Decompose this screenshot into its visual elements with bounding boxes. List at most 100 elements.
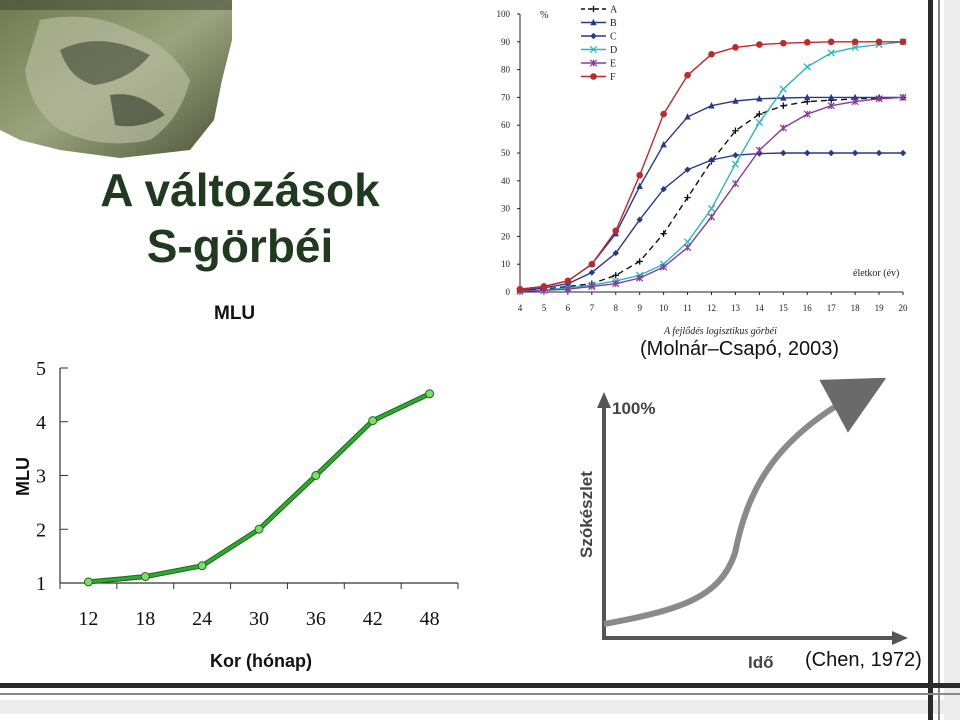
vocabulary-schematic-chart: 100% Szókészlet Idő [577, 378, 908, 672]
logistic-line-series-b [519, 96, 903, 290]
logistic-y-tick-label: 30 [501, 204, 511, 214]
frame-shade-bottom [0, 700, 960, 714]
mlu-x-axis-label: Kor (hónap) [210, 651, 312, 671]
mlu-series [83, 389, 435, 587]
citation-chen: (Chen, 1972) [805, 649, 922, 671]
logistic-point-series-f [875, 38, 883, 46]
mlu-y-tick-label: 2 [36, 519, 46, 541]
mlu-point [311, 471, 321, 480]
schematic-y-axis-label: Szókészlet [577, 471, 596, 558]
logistic-axes: 0 10 20 30 40 50 60 70 80 90 100 4 5 6 7 8 9 10 11 12 13 14 15… [497, 9, 909, 313]
logistic-point-series-f [516, 285, 524, 293]
legend-label-series-d: D [610, 45, 617, 56]
logistic-x-tick-label: 16 [803, 303, 813, 313]
logistic-point-series-e [803, 110, 811, 118]
logistic-point-series-d [779, 85, 787, 93]
logistic-y-tick-label: 40 [501, 176, 511, 186]
logistic-point-series-c [756, 150, 763, 157]
logistic-y-tick-label: 80 [501, 65, 511, 75]
logistic-y-tick-label: 90 [501, 37, 511, 47]
logistic-point-series-b [708, 102, 715, 109]
logistic-x-tick-label: 15 [779, 303, 789, 313]
logistic-caption: A fejlődés logisztikus görbéi [663, 326, 777, 337]
logistic-point-series-a [612, 272, 619, 279]
logistic-point-series-a [756, 110, 763, 118]
mlu-point [254, 524, 264, 534]
legend-marker-series-b [590, 18, 597, 26]
mlu-point [140, 572, 150, 582]
legend-label-series-a: A [610, 5, 618, 16]
logistic-point-series-f [612, 227, 620, 235]
logistic-point-series-b [756, 95, 763, 102]
legend-label-series-f: F [610, 72, 616, 83]
logistic-y-tick-label: 60 [501, 120, 511, 130]
mlu-y-axis-label: MLU [13, 457, 33, 496]
logistic-point-series-f [540, 283, 548, 290]
logistic-x-tick-label: 12 [707, 303, 716, 313]
logistic-y-tick-label: 70 [501, 92, 511, 102]
logistic-point-series-a [636, 258, 643, 265]
mlu-y-tick-label: 5 [36, 358, 46, 380]
logistic-point-series-d [731, 160, 740, 168]
logistic-x-tick-label: 18 [851, 303, 861, 313]
logistic-point-series-e [707, 213, 716, 221]
logistic-point-series-f [636, 171, 643, 179]
logistic-x-axis-label: életkor (év) [853, 268, 899, 279]
slide-title-line1: A változások [100, 164, 380, 216]
logistic-point-series-f [756, 41, 763, 48]
legend-marker-series-a [590, 5, 597, 13]
logistic-point-series-d [755, 118, 764, 127]
logistic-point-series-f [851, 38, 859, 46]
logistic-y-tick-label: 100 [497, 9, 511, 19]
mlu-point [197, 561, 207, 571]
mlu-x-tick-label: 48 [420, 608, 440, 630]
mlu-y-tick-label: 4 [36, 412, 46, 434]
logistic-line-series-c [519, 152, 903, 292]
mlu-line-shadow [88, 391, 431, 585]
logistic-x-tick-label: 17 [827, 303, 837, 313]
logistic-point-series-e [875, 95, 883, 103]
mlu-chart-title: MLU [214, 303, 255, 324]
logistic-point-series-e [755, 146, 763, 154]
mlu-x-tick-label: 18 [135, 608, 155, 630]
logistic-point-series-e [588, 282, 596, 291]
logistic-point-series-b [684, 113, 691, 120]
logistic-y-tick-label: 20 [501, 231, 511, 241]
logistic-point-series-c [899, 149, 907, 157]
schematic-ymax-label: 100% [612, 399, 655, 418]
logistic-point-series-b [851, 93, 859, 101]
schematic-y-arrow-icon [597, 392, 611, 408]
logistic-point-series-e [899, 93, 907, 102]
logistic-point-series-c [636, 216, 643, 223]
frame-line-right-thin [938, 0, 940, 720]
logistic-point-series-b [780, 94, 787, 101]
decorative-photo [0, 0, 232, 158]
mlu-point [425, 389, 435, 399]
logistic-y-tick-label: 50 [501, 148, 511, 158]
legend-label-series-e: E [610, 59, 616, 70]
logistic-x-tick-label: 13 [731, 303, 741, 313]
mlu-line [88, 392, 431, 584]
mlu-x-tick-label: 30 [249, 608, 269, 630]
logistic-point-series-a [684, 194, 691, 201]
logistic-point-series-d [803, 63, 811, 71]
logistic-x-tick-label: 5 [542, 303, 547, 313]
logistic-x-tick-label: 19 [875, 303, 885, 313]
logistic-y-tick-label: 0 [506, 287, 511, 297]
logistic-point-series-e [612, 280, 620, 288]
logistic-point-series-c [827, 149, 835, 157]
logistic-x-tick-label: 7 [590, 303, 595, 313]
logistic-point-series-e [779, 124, 787, 132]
logistic-point-series-e [827, 102, 835, 110]
logistic-line-series-a [519, 96, 904, 292]
legend-marker-series-c [590, 32, 597, 40]
logistic-point-series-c [588, 269, 596, 276]
logistic-point-series-c [660, 185, 667, 193]
frame-shade-right [944, 0, 960, 720]
legend-label-series-c: C [610, 32, 617, 43]
logistic-point-series-f [684, 71, 691, 79]
mlu-x-tick-label: 36 [306, 608, 326, 630]
logistic-point-series-b [827, 93, 835, 101]
logistic-point-series-f [564, 277, 572, 285]
